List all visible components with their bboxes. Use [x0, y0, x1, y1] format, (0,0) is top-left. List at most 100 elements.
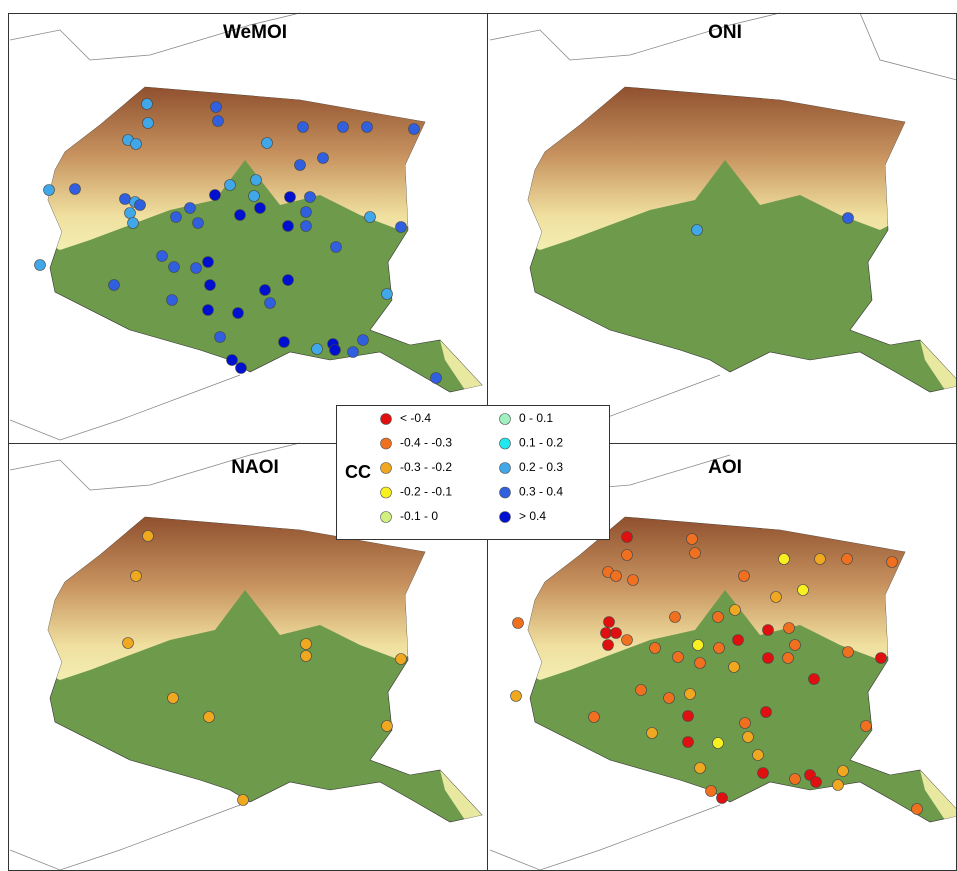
- legend-label: 0.3 - 0.4: [519, 485, 563, 499]
- panel-title: AOI: [708, 457, 742, 478]
- station-dot: [131, 571, 142, 582]
- station-dot: [305, 192, 316, 203]
- station-dot: [670, 612, 681, 623]
- station-dot: [713, 738, 724, 749]
- station-dot: [733, 635, 744, 646]
- legend-label: < -0.4: [400, 411, 431, 425]
- station-dot: [673, 652, 684, 663]
- station-dot: [301, 207, 312, 218]
- station-dot: [622, 635, 633, 646]
- station-dot: [171, 212, 182, 223]
- legend-swatch: [500, 487, 511, 498]
- station-dot: [362, 122, 373, 133]
- station-dot: [685, 689, 696, 700]
- station-dot: [692, 225, 703, 236]
- station-dot: [815, 554, 826, 565]
- station-dot: [783, 653, 794, 664]
- legend-label: > 0.4: [519, 509, 546, 523]
- legend-label: 0.1 - 0.2: [519, 436, 563, 450]
- legend-swatch: [381, 463, 392, 474]
- station-dot: [683, 711, 694, 722]
- station-dot: [157, 251, 168, 262]
- legend-label: -0.3 - -0.2: [400, 460, 452, 474]
- station-dot: [210, 190, 221, 201]
- page: WeMOI ONI NAOI AOI CC < -0.4-0.4 - -0.3-…: [0, 0, 957, 871]
- station-dot: [409, 124, 420, 135]
- station-dot: [312, 344, 323, 355]
- legend-swatch: [500, 512, 511, 523]
- station-dot: [876, 653, 887, 664]
- station-dot: [123, 638, 134, 649]
- station-dot: [236, 363, 247, 374]
- legend: CC < -0.4-0.4 - -0.3-0.3 - -0.2-0.2 - -0…: [337, 406, 610, 540]
- station-dot: [753, 750, 764, 761]
- station-dot: [125, 208, 136, 219]
- station-dot: [758, 768, 769, 779]
- station-dot: [740, 718, 751, 729]
- station-dot: [251, 175, 262, 186]
- station-dot: [739, 571, 750, 582]
- station-dot: [203, 257, 214, 268]
- station-dot: [687, 534, 698, 545]
- station-dot: [790, 774, 801, 785]
- station-dot: [838, 766, 849, 777]
- station-dot: [603, 640, 614, 651]
- station-dot: [779, 554, 790, 565]
- legend-swatch: [381, 487, 392, 498]
- station-dot: [143, 531, 154, 542]
- station-dot: [70, 184, 81, 195]
- station-dot: [227, 355, 238, 366]
- map-figure: WeMOI ONI NAOI AOI CC < -0.4-0.4 - -0.3-…: [0, 0, 957, 871]
- station-dot: [35, 260, 46, 271]
- station-dot: [203, 305, 214, 316]
- station-dot: [168, 693, 179, 704]
- station-dot: [843, 213, 854, 224]
- station-dot: [730, 605, 741, 616]
- station-dot: [193, 218, 204, 229]
- station-dot: [382, 289, 393, 300]
- station-dot: [511, 691, 522, 702]
- station-dot: [513, 618, 524, 629]
- station-dot: [301, 639, 312, 650]
- station-dot: [225, 180, 236, 191]
- station-dot: [706, 786, 717, 797]
- station-dot: [650, 643, 661, 654]
- station-dot: [771, 592, 782, 603]
- station-dot: [761, 707, 772, 718]
- station-dot: [695, 763, 706, 774]
- station-dot: [135, 200, 146, 211]
- station-dot: [713, 612, 724, 623]
- station-dot: [743, 732, 754, 743]
- station-dot: [142, 99, 153, 110]
- station-dot: [365, 212, 376, 223]
- station-dot: [265, 298, 276, 309]
- station-dot: [396, 222, 407, 233]
- station-dot: [431, 373, 442, 384]
- station-dot: [843, 647, 854, 658]
- legend-swatch: [500, 438, 511, 449]
- station-dot: [249, 191, 260, 202]
- station-dot: [213, 116, 224, 127]
- legend-label: -0.2 - -0.1: [400, 485, 452, 499]
- station-dot: [191, 263, 202, 274]
- legend-label: 0 - 0.1: [519, 411, 553, 425]
- station-dot: [887, 557, 898, 568]
- station-dot: [798, 585, 809, 596]
- station-dot: [763, 653, 774, 664]
- legend-label: -0.4 - -0.3: [400, 436, 452, 450]
- station-dot: [283, 221, 294, 232]
- station-dot: [604, 617, 615, 628]
- station-dot: [109, 280, 120, 291]
- station-dot: [143, 118, 154, 129]
- station-dot: [348, 347, 359, 358]
- legend-label: -0.1 - 0: [400, 509, 438, 523]
- station-dot: [238, 795, 249, 806]
- station-dot: [912, 804, 923, 815]
- station-dot: [611, 628, 622, 639]
- station-dot: [120, 194, 131, 205]
- station-dot: [233, 308, 244, 319]
- station-dot: [215, 332, 226, 343]
- station-dot: [647, 728, 658, 739]
- station-dot: [729, 662, 740, 673]
- station-dot: [714, 643, 725, 654]
